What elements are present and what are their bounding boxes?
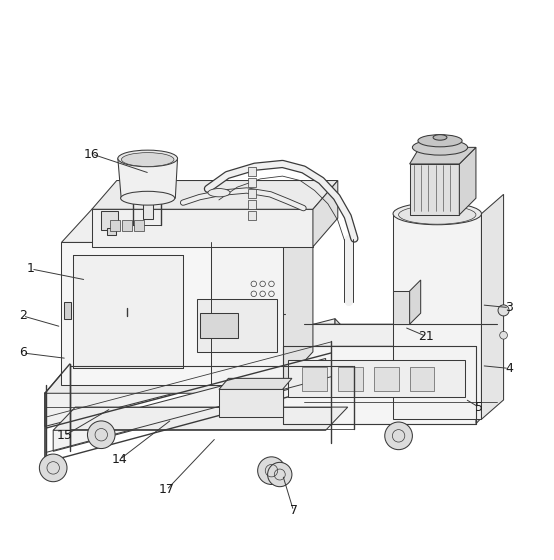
- Circle shape: [268, 463, 292, 487]
- Polygon shape: [335, 319, 360, 379]
- Polygon shape: [107, 227, 116, 235]
- Polygon shape: [118, 158, 177, 198]
- Polygon shape: [219, 389, 283, 417]
- Text: 16: 16: [84, 147, 100, 161]
- Text: 4: 4: [505, 362, 513, 375]
- Text: 15: 15: [57, 430, 72, 442]
- Polygon shape: [283, 346, 476, 424]
- Polygon shape: [476, 324, 497, 424]
- Polygon shape: [122, 220, 132, 231]
- Polygon shape: [248, 189, 256, 198]
- Polygon shape: [248, 167, 256, 176]
- Polygon shape: [45, 364, 360, 393]
- Polygon shape: [409, 147, 476, 164]
- Polygon shape: [374, 367, 398, 390]
- Ellipse shape: [208, 189, 230, 197]
- Polygon shape: [143, 198, 153, 219]
- Circle shape: [258, 457, 285, 484]
- Polygon shape: [61, 209, 313, 242]
- Text: 3: 3: [505, 301, 513, 314]
- Polygon shape: [459, 147, 476, 215]
- Ellipse shape: [433, 134, 447, 140]
- Text: 17: 17: [158, 483, 175, 497]
- Polygon shape: [135, 220, 144, 231]
- Ellipse shape: [121, 153, 174, 166]
- Polygon shape: [64, 302, 71, 319]
- Polygon shape: [409, 164, 459, 215]
- Text: 2: 2: [19, 310, 27, 323]
- Polygon shape: [409, 367, 434, 390]
- Polygon shape: [53, 407, 348, 430]
- Polygon shape: [283, 209, 313, 385]
- Polygon shape: [199, 313, 238, 338]
- Polygon shape: [393, 214, 481, 419]
- Ellipse shape: [412, 139, 468, 155]
- Text: 7: 7: [290, 505, 297, 517]
- Circle shape: [88, 421, 115, 449]
- Text: 6: 6: [19, 347, 27, 360]
- Polygon shape: [288, 360, 465, 397]
- Polygon shape: [283, 324, 497, 346]
- Text: 5: 5: [475, 400, 483, 414]
- Polygon shape: [45, 319, 335, 427]
- Polygon shape: [92, 209, 313, 247]
- Polygon shape: [197, 300, 277, 352]
- Polygon shape: [248, 178, 256, 187]
- Ellipse shape: [398, 206, 476, 224]
- Ellipse shape: [393, 203, 481, 225]
- Circle shape: [39, 454, 67, 482]
- Circle shape: [498, 305, 509, 316]
- Ellipse shape: [118, 150, 177, 167]
- Text: 1: 1: [27, 263, 35, 276]
- Polygon shape: [393, 291, 409, 324]
- Polygon shape: [313, 180, 338, 247]
- Polygon shape: [211, 242, 283, 385]
- Polygon shape: [338, 367, 363, 390]
- Ellipse shape: [121, 192, 175, 205]
- Polygon shape: [481, 194, 504, 419]
- Text: 14: 14: [111, 453, 127, 466]
- Polygon shape: [101, 211, 118, 230]
- Polygon shape: [409, 280, 420, 324]
- Polygon shape: [219, 379, 292, 389]
- Ellipse shape: [418, 134, 462, 147]
- Polygon shape: [248, 200, 256, 209]
- Polygon shape: [302, 367, 327, 390]
- Circle shape: [500, 332, 507, 339]
- Polygon shape: [53, 358, 326, 451]
- Polygon shape: [61, 242, 283, 385]
- Polygon shape: [73, 255, 183, 368]
- Circle shape: [385, 422, 412, 450]
- Polygon shape: [248, 212, 256, 220]
- Text: 21: 21: [418, 330, 434, 343]
- Polygon shape: [92, 180, 338, 209]
- Polygon shape: [110, 220, 120, 231]
